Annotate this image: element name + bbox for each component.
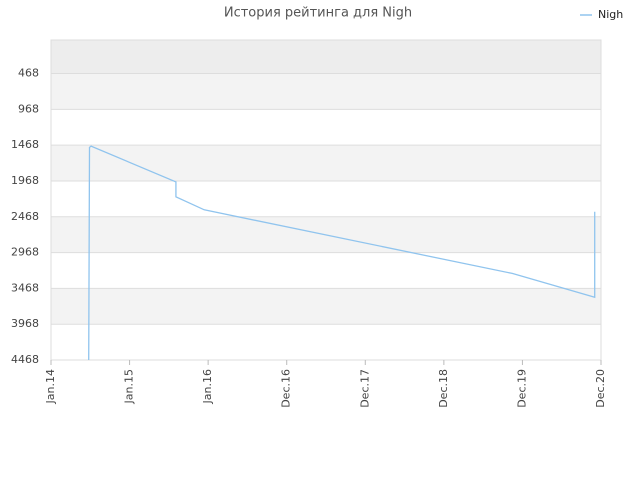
grid-band bbox=[51, 40, 601, 74]
x-tick-label: Dec.20 bbox=[594, 369, 607, 408]
x-tick-label: Jan.15 bbox=[123, 369, 136, 404]
y-tick-label: 1968 bbox=[11, 174, 39, 187]
y-tick-label: 3468 bbox=[11, 281, 39, 294]
plot-border bbox=[50, 39, 602, 361]
x-tick-label: Jan.14 bbox=[44, 369, 57, 404]
grid-band bbox=[51, 109, 601, 146]
y-tick-label: 3968 bbox=[11, 317, 39, 330]
chart-title: История рейтинга для Nigh bbox=[224, 6, 412, 21]
y-tick-label: 2468 bbox=[11, 210, 39, 223]
legend-label: Nigh bbox=[598, 8, 623, 21]
y-tick-label: 1468 bbox=[11, 138, 39, 151]
grid-band bbox=[51, 252, 601, 289]
grid-band bbox=[51, 324, 601, 360]
line-series bbox=[88, 145, 596, 361]
x-tick-label: Dec.16 bbox=[280, 369, 293, 408]
x-tick-label: Dec.19 bbox=[515, 369, 528, 408]
y-tick-label: 468 bbox=[18, 67, 39, 80]
y-tick-label: 968 bbox=[18, 102, 39, 115]
grid-band bbox=[51, 288, 601, 325]
grid-band bbox=[51, 73, 601, 110]
y-tick-label: 4468 bbox=[11, 353, 39, 366]
y-tick-label: 2968 bbox=[11, 246, 39, 259]
grid-band bbox=[51, 180, 601, 217]
x-tick-label: Dec.18 bbox=[437, 369, 450, 408]
grid-band bbox=[51, 145, 601, 181]
x-tick-label: Jan.16 bbox=[201, 369, 214, 404]
x-tick-label: Dec.17 bbox=[358, 369, 371, 408]
